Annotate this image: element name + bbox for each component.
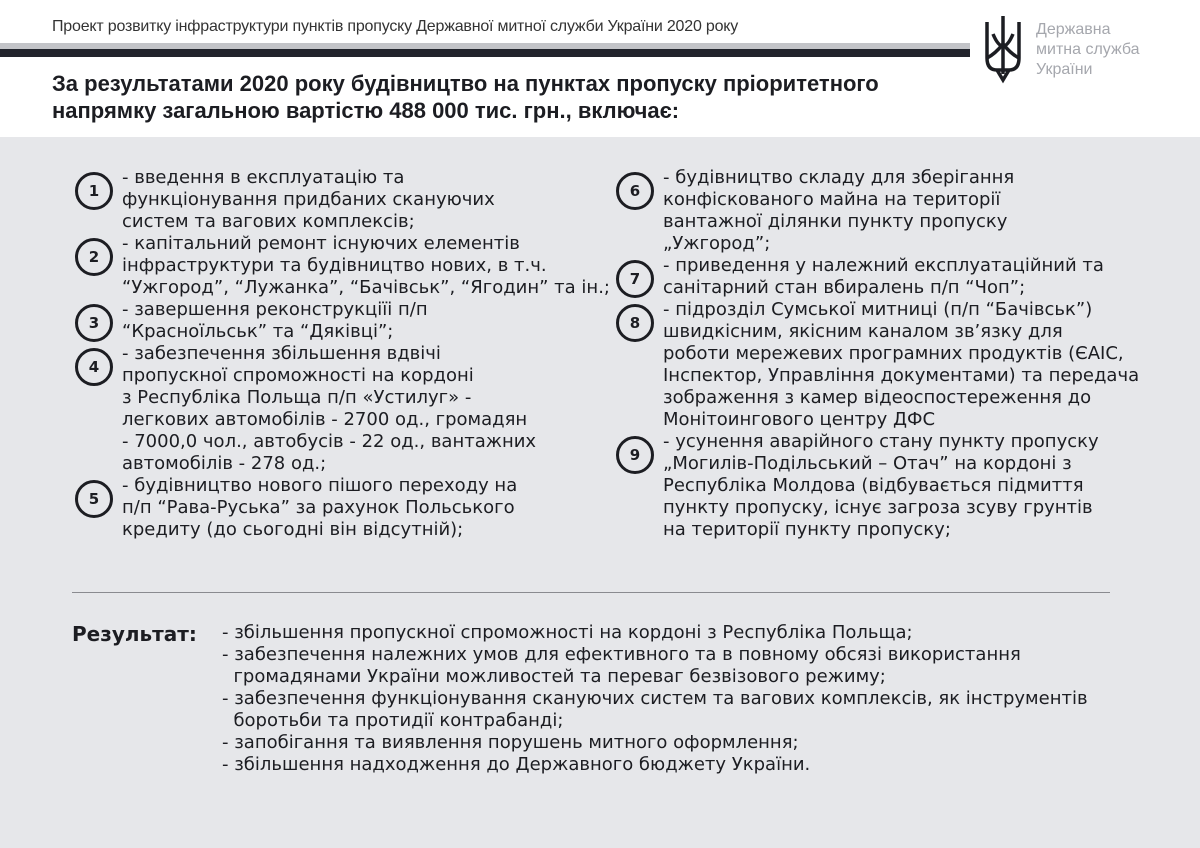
item-text: - приведення у належний експлуатаційний …	[663, 255, 1104, 298]
result-list: - збільшення пропускної спроможності на …	[222, 622, 1088, 776]
result-item: громадянами України можливостей та перев…	[222, 666, 886, 687]
result-item: - збільшення надходження до Державного б…	[222, 754, 811, 775]
header-stripe-dark	[0, 49, 970, 57]
page-title: За результатами 2020 року будівництво на…	[52, 71, 879, 123]
number-badge: 5	[75, 480, 113, 518]
number-badge: 1	[75, 172, 113, 210]
item-text: - введення в експлуатацію та функціонуван…	[122, 167, 495, 232]
number-badge: 7	[616, 260, 654, 298]
result-item: боротьби та протидії контрабанді;	[222, 710, 564, 731]
item-text: - підрозділ Сумської митниці (п/п “Бачів…	[663, 299, 1140, 430]
trident-emblem-icon	[985, 16, 1021, 84]
item-text: - будівництво нового пішого переходу на п…	[122, 475, 518, 540]
number-badge: 2	[75, 238, 113, 276]
number-badge: 8	[616, 304, 654, 342]
number-badge: 6	[616, 172, 654, 210]
document-subtitle: Проект розвитку інфраструктури пунктів п…	[52, 18, 739, 35]
result-item: - запобігання та виявлення порушень митн…	[222, 732, 799, 753]
logo-text: Державна митна служба України	[1036, 21, 1140, 78]
item-text: - забезпечення збільшення вдвічі пропускн…	[122, 343, 537, 474]
result-item: - збільшення пропускної спроможності на …	[222, 622, 913, 643]
divider	[72, 592, 1110, 593]
result-item: - забезпечення функціонування скануючих …	[222, 688, 1088, 709]
header-stripe-light	[0, 43, 970, 49]
item-text: - будівництво складу для зберігання конфі…	[663, 167, 1015, 254]
result-label: Результат:	[72, 622, 197, 646]
number-badge: 9	[616, 436, 654, 474]
number-badge: 3	[75, 304, 113, 342]
header-area: Проект розвитку інфраструктури пунктів п…	[0, 0, 1200, 137]
number-badge: 4	[75, 348, 113, 386]
item-text: - завершення реконструкціїі п/п “Красноїл…	[122, 299, 428, 342]
result-item: - забезпечення належних умов для ефектив…	[222, 644, 1021, 665]
item-text: - усунення аварійного стану пункту пропу…	[663, 431, 1099, 540]
item-text: - капітальний ремонт існуючих елементів і…	[122, 233, 610, 298]
